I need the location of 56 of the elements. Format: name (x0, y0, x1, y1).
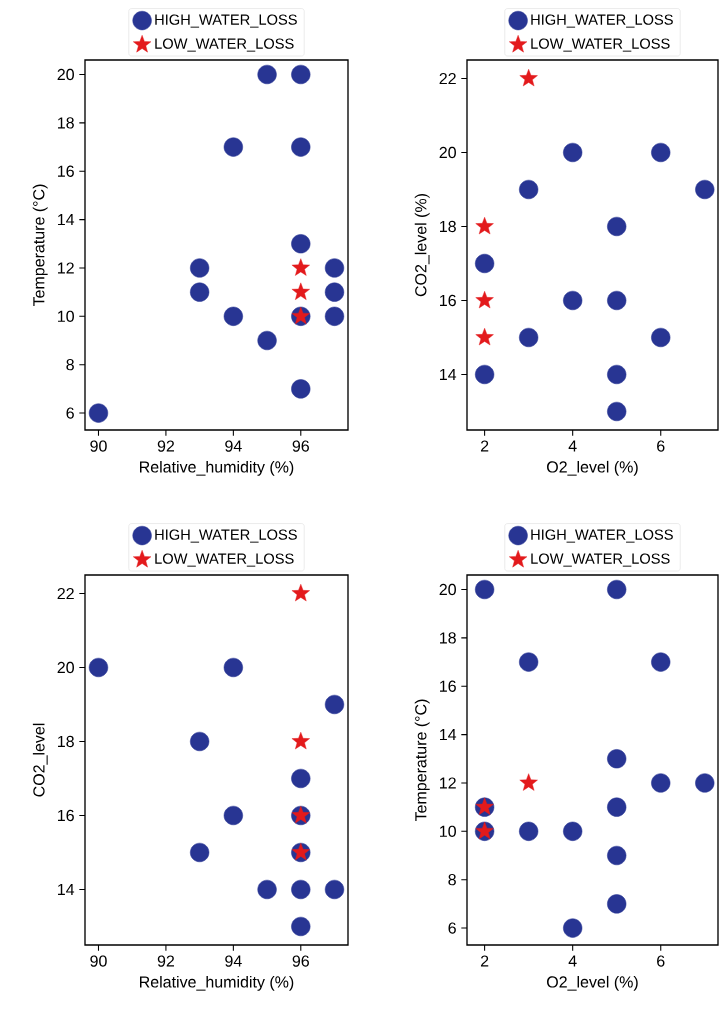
y-tick-label: 12 (58, 262, 74, 274)
x-tick-label: 6 (657, 955, 665, 967)
x-axis-title: Relative_humidity (%) (140, 460, 294, 476)
x-tick-label: 2 (480, 440, 489, 452)
legend-label: HIGH_WATER_LOSS (531, 14, 673, 28)
x-axis-title: O2_level (%) (547, 975, 638, 991)
y-tick-label: 22 (439, 72, 456, 85)
y-tick-label: 10 (440, 825, 456, 837)
y-axis-title: CO2_level (%) (414, 194, 430, 297)
x-tick-label: 92 (157, 955, 175, 967)
legend-label: LOW_WATER_LOSS (155, 553, 294, 567)
x-tick-label: 6 (657, 440, 665, 452)
y-tick-label: 22 (57, 587, 74, 600)
x-tick-label: 4 (568, 440, 577, 452)
y-tick-label: 14 (440, 369, 457, 380)
x-tick-label: 94 (225, 955, 242, 967)
y-tick-label: 6 (448, 922, 456, 934)
x-tick-label: 96 (292, 955, 309, 967)
y-tick-label: 14 (440, 729, 457, 741)
y-tick-label: 16 (440, 680, 456, 692)
y-axis-title: CO2_level (32, 723, 48, 797)
y-tick-label: 20 (439, 583, 456, 596)
y-tick-label: 20 (57, 68, 74, 81)
x-tick-label: 90 (90, 440, 107, 452)
y-tick-label: 14 (58, 884, 75, 895)
x-tick-label: 4 (568, 955, 577, 967)
legend-label: LOW_WATER_LOSS (155, 38, 294, 52)
x-axis-title: O2_level (%) (547, 460, 638, 476)
x-axis-title: Relative_humidity (%) (140, 975, 294, 991)
y-tick-label: 14 (58, 214, 75, 226)
y-tick-label: 6 (66, 407, 74, 419)
y-tick-label: 16 (58, 809, 74, 822)
y-tick-label: 18 (440, 632, 456, 644)
y-tick-label: 18 (58, 117, 74, 129)
y-tick-label: 8 (448, 874, 456, 886)
y-tick-label: 18 (58, 735, 74, 748)
y-tick-label: 10 (58, 310, 74, 322)
y-axis-title: Temperature (°C) (414, 699, 430, 822)
x-tick-label: 2 (480, 955, 489, 967)
x-tick-label: 92 (157, 440, 175, 452)
legend-label: LOW_WATER_LOSS (531, 553, 670, 567)
x-tick-label: 94 (225, 440, 242, 452)
legend-label: HIGH_WATER_LOSS (531, 529, 673, 543)
y-tick-label: 18 (440, 220, 456, 233)
y-axis-title: Temperature (°C) (32, 184, 48, 307)
legend-label: LOW_WATER_LOSS (531, 38, 670, 52)
y-tick-label: 16 (440, 294, 456, 307)
y-tick-label: 12 (440, 777, 456, 789)
x-tick-label: 96 (292, 440, 309, 452)
x-tick-label: 90 (90, 955, 107, 967)
y-tick-label: 8 (66, 359, 74, 371)
legend-label: HIGH_WATER_LOSS (155, 14, 297, 28)
y-tick-label: 20 (439, 146, 456, 159)
y-tick-label: 20 (57, 661, 74, 674)
legend-label: HIGH_WATER_LOSS (155, 529, 297, 543)
y-tick-label: 16 (58, 165, 74, 177)
